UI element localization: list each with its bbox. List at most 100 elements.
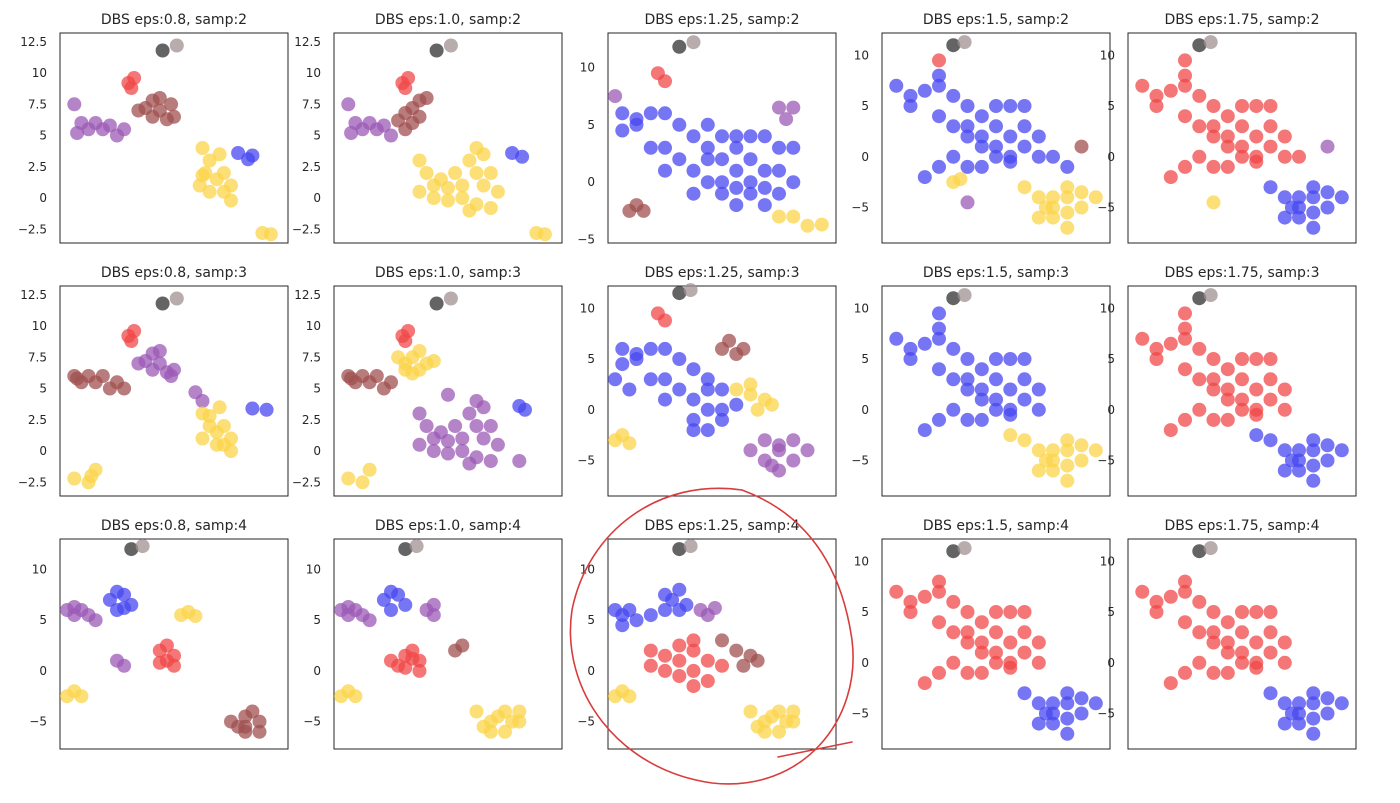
scatter-point-blue xyxy=(946,341,961,356)
plot-frame xyxy=(333,32,563,244)
scatter-point-red xyxy=(672,638,687,653)
subplot-title: DBS eps:1.25, samp:4 xyxy=(644,518,799,534)
scatter-point-blue xyxy=(903,352,918,366)
scatter-point-yellow xyxy=(341,471,356,486)
scatter-point-grey xyxy=(957,35,972,50)
scatter-point-dark xyxy=(946,291,961,306)
y-tick-label: 0 xyxy=(39,444,47,458)
scatter-point-red xyxy=(1206,665,1221,680)
scatter-point-purple xyxy=(376,118,391,133)
scatter-point-red xyxy=(1192,625,1207,640)
scatter-point-yellow xyxy=(455,178,470,193)
scatter-point-blue xyxy=(384,603,398,617)
scatter-point-blue xyxy=(932,362,946,377)
subplot-title: DBS eps:1.25, samp:2 xyxy=(644,12,799,28)
scatter-point-blue xyxy=(960,352,975,366)
scatter-point-blue xyxy=(1003,407,1018,422)
scatter-point-yellow xyxy=(212,400,227,415)
scatter-point-purple xyxy=(164,369,179,383)
scatter-point-grey xyxy=(443,291,458,306)
scatter-point-blue xyxy=(903,341,918,356)
scatter-point-blue xyxy=(1038,706,1053,721)
scatter-point-blue xyxy=(743,152,758,167)
scatter-point-blue xyxy=(960,119,975,134)
scatter-point-blue xyxy=(974,382,989,397)
scatter-point-red xyxy=(1249,660,1264,675)
scatter-point-red xyxy=(1277,382,1292,397)
y-tick-label: 10 xyxy=(1100,554,1115,568)
subplot-title: DBS eps:1.25, samp:3 xyxy=(644,265,799,281)
scatter-point-red xyxy=(672,669,687,683)
scatter-point-purple xyxy=(67,97,82,112)
scatter-point-red xyxy=(1149,99,1164,113)
scatter-point-red xyxy=(1178,68,1192,83)
scatter-point-red xyxy=(1149,594,1164,609)
scatter-point-red xyxy=(1206,412,1221,427)
subplot-6: DBS eps:0.8, samp:3 12.5 10 7.5 5 2.5 0 −2.5 xyxy=(18,265,289,497)
scatter-point-blue xyxy=(946,119,961,134)
scatter-point-blue xyxy=(643,341,658,356)
scatter-point-red xyxy=(1192,88,1207,103)
scatter-point-red xyxy=(1220,139,1235,154)
scatter-point-blue xyxy=(622,382,637,397)
scatter-point-yellow xyxy=(537,227,552,242)
scatter-point-red xyxy=(1163,83,1178,98)
scatter-point-purple xyxy=(483,454,498,468)
scatter-point-red xyxy=(658,313,672,328)
scatter-points xyxy=(889,541,1103,741)
scatter-point-red xyxy=(1235,392,1249,407)
subplot-4: DBS eps:1.5, samp:2 10 5 0 −5 xyxy=(851,12,1111,244)
subplot-title: DBS eps:1.0, samp:3 xyxy=(375,265,521,281)
y-tick-label: 0 xyxy=(861,150,869,164)
scatter-point-blue xyxy=(1263,433,1278,448)
scatter-point-yellow xyxy=(1031,210,1046,225)
scatter-point-red xyxy=(1235,149,1249,164)
scatter-point-red xyxy=(658,74,672,89)
scatter-point-yellow xyxy=(1060,433,1075,448)
scatter-point-yellow xyxy=(469,141,484,155)
scatter-point-red xyxy=(960,625,975,640)
scatter-point-yellow xyxy=(743,387,758,402)
scatter-point-red xyxy=(167,658,181,673)
scatter-point-yellow xyxy=(1060,473,1075,488)
scatter-point-red xyxy=(1163,336,1178,351)
scatter-point-yellow xyxy=(202,409,217,423)
scatter-point-yellow xyxy=(743,377,758,392)
scatter-point-brown xyxy=(369,369,384,383)
scatter-point-yellow xyxy=(426,354,441,368)
scatter-point-blue xyxy=(1031,402,1046,417)
scatter-point-purple xyxy=(102,118,117,133)
scatter-points xyxy=(1135,35,1349,235)
scatter-point-blue xyxy=(672,382,687,397)
scatter-point-blue xyxy=(231,146,246,160)
scatter-point-yellow xyxy=(786,209,801,224)
scatter-point-blue xyxy=(1306,433,1321,448)
scatter-point-purple xyxy=(145,346,160,361)
scatter-point-blue xyxy=(643,106,658,121)
scatter-point-blue xyxy=(1306,711,1321,726)
y-tick-label: −2.5 xyxy=(292,222,321,236)
scatter-point-blue xyxy=(989,402,1003,417)
scatter-point-brown xyxy=(736,658,751,673)
scatter-point-red xyxy=(1206,635,1221,650)
scatter-point-purple xyxy=(1320,139,1335,154)
scatter-point-blue xyxy=(615,106,630,121)
y-tick-label: −5 xyxy=(577,715,595,729)
scatter-point-red xyxy=(1178,53,1192,68)
scatter-point-brown xyxy=(245,704,260,719)
y-tick-label: 7.5 xyxy=(28,97,47,111)
scatter-point-yellow xyxy=(800,218,815,233)
scatter-point-yellow xyxy=(355,475,370,490)
scatter-point-blue xyxy=(1017,139,1032,154)
y-tick-label: 7.5 xyxy=(302,350,321,364)
subplot-grid: DBS eps:0.8, samp:212.5107.552.50−2.5DBS… xyxy=(18,12,1357,750)
y-tick-label: 5 xyxy=(313,129,321,143)
subplot-9: DBS eps:1.5, samp:3 10 5 0 −5 xyxy=(851,265,1111,497)
y-tick-label: 5 xyxy=(39,613,47,627)
scatter-point-red xyxy=(398,334,413,348)
scatter-point-blue xyxy=(1277,716,1292,731)
scatter-point-red xyxy=(1235,99,1249,113)
scatter-point-purple xyxy=(362,613,377,628)
scatter-point-blue xyxy=(686,163,701,178)
subplot-title: DBS eps:0.8, samp:2 xyxy=(101,12,247,28)
